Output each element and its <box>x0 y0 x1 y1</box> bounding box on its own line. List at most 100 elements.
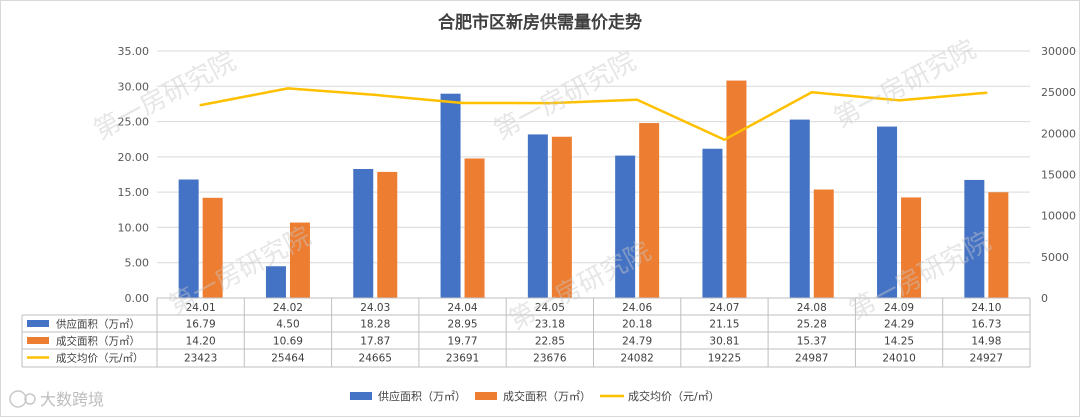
bar-deal <box>639 123 660 298</box>
right-axis-tick-label: 15000 <box>1041 169 1076 182</box>
data-label: 14.98 <box>971 336 1001 348</box>
left-axis-tick-label: 15.00 <box>118 186 150 199</box>
price-point <box>635 98 639 101</box>
data-table: 24.01 24.02 24.03 24.04 24.05 24.06 24.07 24.08… <box>21 297 1031 368</box>
data-label: 22.85 <box>535 336 565 348</box>
data-label: 16.79 <box>186 319 216 331</box>
bars <box>178 80 1009 299</box>
data-label: 19.77 <box>448 336 478 348</box>
right-axis-tick-label: 25000 <box>1041 86 1076 99</box>
left-axis-tick-label: 20.00 <box>118 151 150 164</box>
data-label: 24082 <box>620 353 653 365</box>
bar-supply <box>702 148 723 298</box>
category-label: 24.10 <box>971 302 1001 314</box>
legend-key <box>350 392 372 400</box>
price-point <box>286 87 290 90</box>
legend-key <box>475 392 497 400</box>
data-label: 16.73 <box>971 319 1001 331</box>
price-point <box>461 101 464 105</box>
price-point <box>723 138 726 141</box>
bar-supply <box>265 266 286 298</box>
right-axis-tick-label: 20000 <box>1041 127 1076 140</box>
data-label: 24.79 <box>622 336 652 348</box>
bar-supply <box>440 93 461 299</box>
data-label: 15.37 <box>797 336 827 348</box>
bar-deal <box>289 222 310 298</box>
data-label: 24.29 <box>884 319 914 331</box>
left-axis-tick-label: 0.00 <box>125 292 150 305</box>
bar-deal <box>377 171 398 298</box>
legend-label: 供应面积（万㎡） <box>378 389 466 403</box>
price-point <box>199 103 202 107</box>
right-axis-ticks: 0 5000 10000 15000 20000 25000 30000 <box>1041 45 1076 305</box>
price-line <box>199 87 988 141</box>
data-label: 4.50 <box>276 319 299 331</box>
left-axis-tick-label: 25.00 <box>118 116 150 129</box>
right-axis-tick-label: 10000 <box>1041 210 1076 223</box>
table-legend-key <box>27 337 49 344</box>
price-point <box>985 91 988 94</box>
series-name: 成交均价（元/㎡） <box>56 352 144 365</box>
bar-deal <box>551 136 572 298</box>
left-axis-tick-label: 5.00 <box>125 257 150 270</box>
bar-deal <box>202 197 223 298</box>
price-line-path <box>200 87 987 141</box>
data-label: 20.18 <box>622 319 652 331</box>
legend-label: 成交面积（万㎡） <box>503 389 591 403</box>
bar-supply <box>964 179 985 298</box>
data-label: 24665 <box>359 353 392 365</box>
data-label: 19225 <box>708 353 741 365</box>
category-label: 24.02 <box>273 302 303 314</box>
data-label: 14.20 <box>186 336 216 348</box>
logo-icon-small <box>24 393 36 405</box>
bar-deal <box>988 192 1009 298</box>
table-legend-key <box>27 320 49 327</box>
data-label: 21.15 <box>709 319 739 331</box>
category-label: 24.07 <box>709 302 739 314</box>
category-label: 24.01 <box>186 302 216 314</box>
bar-supply <box>789 119 810 298</box>
bar-deal <box>464 158 485 298</box>
bar-supply <box>178 179 199 298</box>
data-label: 23423 <box>184 353 217 365</box>
right-axis-tick-label: 5000 <box>1041 251 1069 264</box>
data-label: 25464 <box>271 353 305 365</box>
series-name: 成交面积（万㎡） <box>56 335 140 348</box>
right-axis-tick-label: 0 <box>1041 292 1048 305</box>
price-point <box>810 91 813 94</box>
price-point <box>374 93 377 97</box>
category-label: 24.09 <box>884 302 914 314</box>
bar-supply <box>353 168 374 298</box>
data-label: 23.18 <box>535 319 565 331</box>
legend-label: 成交均价（元/㎡） <box>628 389 720 403</box>
bar-supply <box>877 126 898 298</box>
data-label: 24010 <box>882 353 915 365</box>
category-label: 24.04 <box>448 302 478 314</box>
legend: 供应面积（万㎡） 成交面积（万㎡） 成交均价（元/㎡） <box>350 389 720 403</box>
data-label: 23676 <box>533 353 567 365</box>
category-label: 24.03 <box>360 302 390 314</box>
category-label: 24.05 <box>535 302 565 314</box>
series-name: 供应面积（万㎡） <box>56 318 140 331</box>
data-label: 28.95 <box>448 319 478 331</box>
data-label: 24987 <box>795 353 828 365</box>
left-axis-tick-label: 35.00 <box>118 45 150 58</box>
left-axis-tick-label: 10.00 <box>118 221 150 234</box>
bar-supply <box>615 155 636 298</box>
data-label: 23691 <box>446 353 479 365</box>
left-axis-tick-label: 30.00 <box>118 80 150 93</box>
data-label: 30.81 <box>709 336 739 348</box>
data-label: 10.69 <box>273 336 303 348</box>
bar-deal <box>813 189 834 298</box>
bar-deal <box>901 197 922 298</box>
bar-deal <box>726 80 747 298</box>
right-axis-tick-label: 30000 <box>1041 45 1076 58</box>
chart-title: 合肥市区新房供需量价走势 <box>438 12 642 33</box>
bar-supply <box>527 134 548 298</box>
logo-text: 大数跨境 <box>40 390 104 409</box>
category-label: 24.08 <box>797 302 827 314</box>
category-label: 24.06 <box>622 302 652 314</box>
data-label: 14.25 <box>884 336 914 348</box>
